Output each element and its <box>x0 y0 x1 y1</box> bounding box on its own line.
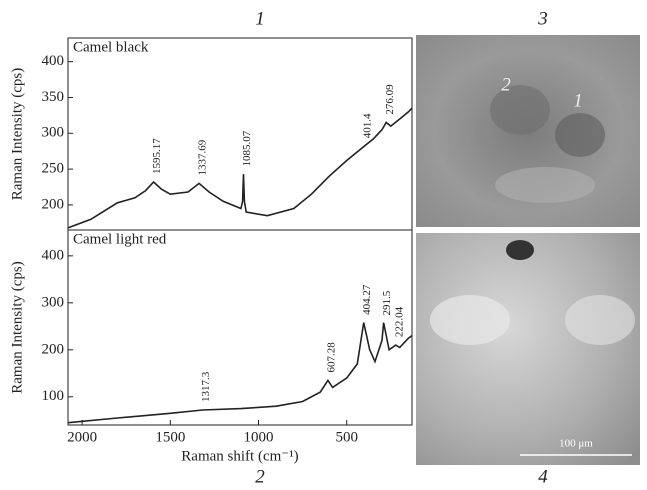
x-tick-label: 1000 <box>244 429 274 445</box>
peak-label: 291.5 <box>381 290 393 315</box>
spectrum <box>67 322 413 424</box>
particle <box>565 295 635 345</box>
y-tick-label: 250 <box>42 161 65 177</box>
y-tick-label: 300 <box>42 294 65 310</box>
x-tick-label: 1500 <box>155 429 185 445</box>
sample-label: Camel black <box>73 39 149 55</box>
scale-label: 100 μm <box>559 438 593 450</box>
region-marker: 1 <box>573 90 583 111</box>
panel-number: 1 <box>255 8 265 29</box>
panel-number: 4 <box>538 466 548 487</box>
panel-number: 2 <box>255 466 265 487</box>
x-tick-label: 500 <box>335 429 358 445</box>
y-tick-label: 400 <box>42 247 65 263</box>
plot-frame <box>67 229 413 426</box>
spectrum <box>67 107 413 229</box>
particle <box>495 167 595 203</box>
peak-label: 276.09 <box>384 84 396 115</box>
x-axis-title: Raman shift (cm⁻¹) <box>181 448 298 464</box>
y-tick-label: 350 <box>42 89 65 105</box>
peak-label: 1595.17 <box>151 138 163 174</box>
y-tick-label: 200 <box>42 341 65 357</box>
micrograph <box>416 233 640 465</box>
x-tick-label: 2000 <box>67 429 97 445</box>
particle <box>490 85 550 135</box>
particle <box>555 113 605 157</box>
particle <box>506 240 534 260</box>
peak-label: 1337.69 <box>196 139 208 175</box>
y-tick-label: 100 <box>42 388 65 404</box>
region-marker: 2 <box>501 74 511 95</box>
particle <box>430 295 510 345</box>
peak-label: 222.04 <box>393 306 405 337</box>
y-tick-label: 300 <box>42 125 65 141</box>
peak-label: 401.4 <box>362 113 374 138</box>
y-axis-title: Raman Intensity (cps) <box>9 261 25 393</box>
y-tick-label: 400 <box>42 53 65 69</box>
peak-label: 1085.07 <box>241 130 253 166</box>
peak-label: 404.27 <box>361 284 373 315</box>
y-tick-label: 200 <box>42 196 65 212</box>
plot-frame <box>67 37 413 231</box>
peak-label: 607.28 <box>325 342 337 373</box>
y-axis-title: Raman Intensity (cps) <box>9 68 25 200</box>
panel-number: 3 <box>537 8 548 29</box>
peak-label: 1317.3 <box>200 371 212 402</box>
sample-label: Camel light red <box>73 231 167 247</box>
